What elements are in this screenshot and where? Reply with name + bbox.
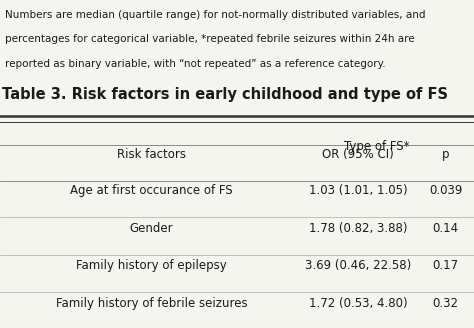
Text: reported as binary variable, with “not repeated” as a reference category.: reported as binary variable, with “not r… [5, 59, 385, 69]
Text: 3.69 (0.46, 22.58): 3.69 (0.46, 22.58) [305, 259, 411, 273]
Text: Family history of epilepsy: Family history of epilepsy [76, 259, 227, 273]
Text: percentages for categorical variable, *repeated febrile seizures within 24h are: percentages for categorical variable, *r… [5, 34, 414, 44]
Text: Numbers are median (quartile range) for not-normally distributed variables, and: Numbers are median (quartile range) for … [5, 10, 425, 20]
Text: 0.32: 0.32 [433, 297, 458, 310]
Text: Family history of febrile seizures: Family history of febrile seizures [56, 297, 247, 310]
Text: p: p [442, 148, 449, 161]
Text: 0.17: 0.17 [432, 259, 459, 273]
Text: Age at first occurance of FS: Age at first occurance of FS [70, 184, 233, 197]
Text: 0.039: 0.039 [429, 184, 462, 197]
Text: Table 3. Risk factors in early childhood and type of FS: Table 3. Risk factors in early childhood… [2, 87, 448, 102]
Text: 0.14: 0.14 [432, 222, 459, 235]
Text: Gender: Gender [130, 222, 173, 235]
Text: 1.03 (1.01, 1.05): 1.03 (1.01, 1.05) [309, 184, 407, 197]
Text: 1.72 (0.53, 4.80): 1.72 (0.53, 4.80) [309, 297, 407, 310]
Text: Risk factors: Risk factors [117, 148, 186, 161]
Text: OR (95% CI): OR (95% CI) [322, 148, 394, 161]
Text: 1.78 (0.82, 3.88): 1.78 (0.82, 3.88) [309, 222, 407, 235]
Text: Type of FS*: Type of FS* [344, 140, 410, 154]
